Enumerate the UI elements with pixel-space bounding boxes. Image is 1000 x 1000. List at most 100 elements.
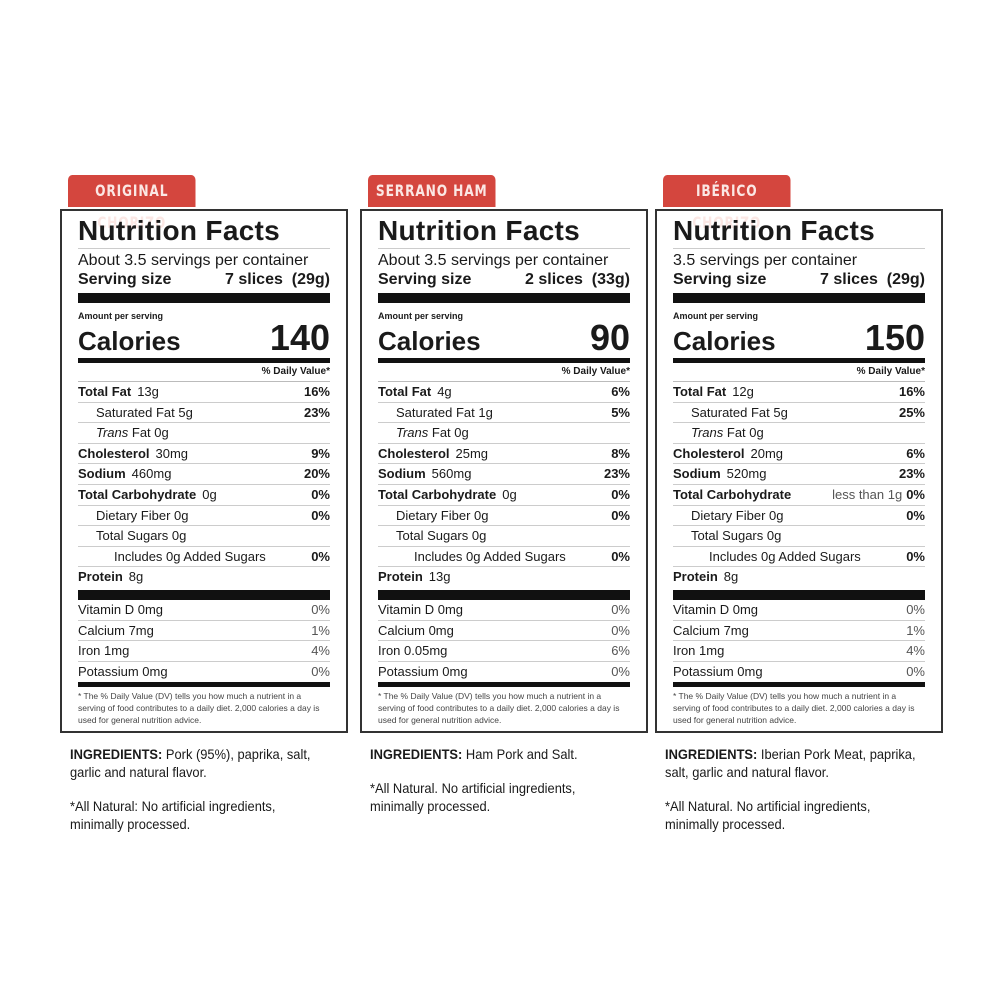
product-tab: IBÉRICO CHORIZO	[663, 175, 791, 232]
nutrient-daily-value: 0%	[311, 548, 330, 564]
nutrient-daily-value: 23%	[303, 404, 330, 420]
vitamin-daily-value: 0%	[611, 663, 630, 679]
nutrient-daily-value: 16%	[303, 384, 330, 399]
vitamin-row: Potassium 0mg 0%	[378, 662, 630, 683]
vitamin-name: Iron 1mg	[78, 643, 130, 659]
nutrient-row: Dietary Fiber 0g 0%	[378, 506, 630, 527]
nutrient-row: Protein 8g	[673, 567, 925, 588]
nutrient-name: Total Sugars 0g	[78, 526, 186, 546]
nutrient-label: Sodium	[378, 466, 426, 482]
vitamin-name: Calcium 7mg	[78, 622, 154, 638]
vitamin-daily-value: 4%	[311, 643, 330, 659]
nutrition-facts-panel: Nutrition Facts 3.5 servings per containe…	[655, 209, 943, 733]
nutrient-name: Trans Fat 0g	[673, 423, 764, 443]
nutrient-row: Dietary Fiber 0g 0%	[78, 506, 330, 527]
nutrient-amount: 30mg	[155, 445, 189, 461]
calories-row: Calories 90	[378, 320, 630, 358]
ingredients-value: Ham Pork and Salt.	[465, 746, 578, 762]
serving-size-label: Serving size	[78, 271, 172, 288]
nutrient-label: Total Carbohydrate	[78, 486, 197, 502]
nutrient-name: Saturated Fat 5g	[78, 403, 193, 423]
ingredients-label: INGREDIENTS:	[70, 746, 163, 762]
nutrient-amount: 8g	[723, 569, 739, 585]
vitamin-row: Iron 1mg 4%	[673, 641, 925, 662]
vitamin-daily-value: 1%	[906, 622, 925, 638]
vitamin-name: Iron 1mg	[673, 643, 725, 659]
ingredients-text: INGREDIENTS: Ham Pork and Salt.	[370, 745, 628, 763]
nutrient-label: Total Carbohydrate	[673, 486, 792, 502]
vitamin-daily-value: 0%	[311, 663, 330, 679]
nutrient-name: Sodium 560mg	[378, 464, 471, 484]
nutrient-daily-value: 0%	[906, 548, 925, 564]
calories-row: Calories 150	[673, 320, 925, 358]
nutrient-label: Cholesterol	[673, 445, 745, 461]
thick-divider	[378, 293, 630, 303]
nutrition-facts-title: Nutrition Facts	[378, 215, 630, 249]
vitamin-daily-value: 0%	[906, 663, 925, 679]
nutrient-row: Saturated Fat 5g 23%	[78, 403, 330, 424]
nutrient-amount: 520mg	[726, 466, 767, 482]
footnote: * The % Daily Value (DV) tells you how m…	[673, 691, 915, 726]
amount-per-serving: Amount per serving	[673, 311, 759, 321]
nutrient-label: Protein	[378, 569, 423, 585]
nutrition-facts-panel: Nutrition Facts About 3.5 servings per co…	[60, 209, 348, 733]
nutrient-row: Total Fat 4g 6%	[378, 382, 630, 403]
vitamin-name: Potassium 0mg	[378, 663, 468, 679]
medium-divider	[78, 682, 330, 688]
nutrient-name: Total Fat 12g	[673, 382, 754, 402]
medium-divider	[673, 358, 925, 363]
panel-content: Nutrition Facts 3.5 servings per containe…	[673, 211, 925, 726]
nutrient-amount: 4g	[437, 384, 452, 399]
vitamin-name: Iron 0.05mg	[378, 643, 448, 659]
nutrient-row: Total Fat 12g 16%	[673, 382, 925, 403]
nutrient-label: Dietary Fiber 0g	[396, 507, 489, 523]
nutrient-daily-value: 20%	[303, 466, 330, 482]
vitamin-daily-value: 4%	[906, 643, 925, 659]
footnote: * The % Daily Value (DV) tells you how m…	[78, 691, 320, 726]
vitamin-daily-value: 0%	[611, 622, 630, 638]
thick-divider	[78, 293, 330, 303]
nutrient-row: Dietary Fiber 0g 0%	[673, 506, 925, 527]
calories-row: Calories 140	[78, 320, 330, 358]
nutrient-row: Sodium 560mg 23%	[378, 464, 630, 485]
nutrient-label: Sodium	[78, 466, 126, 482]
nutrient-name: Trans Fat 0g	[378, 423, 469, 443]
nutrient-row: Total Carbohydrate less than 1g 0%	[673, 485, 925, 506]
vitamin-daily-value: 0%	[311, 601, 330, 617]
nutrient-amount: 12g	[732, 384, 754, 399]
nutrition-facts-title: Nutrition Facts	[78, 215, 330, 249]
nutrient-daily-value: 0%	[906, 486, 925, 502]
nutrient-daily-value: 9%	[311, 445, 330, 461]
nutrient-daily-value: 6%	[611, 384, 630, 399]
nutrient-row: Includes 0g Added Sugars 0%	[78, 547, 330, 568]
medium-divider	[673, 682, 925, 688]
vitamin-name: Calcium 7mg	[673, 622, 749, 638]
amount-per-serving: Amount per serving	[378, 311, 464, 321]
vitamin-row: Calcium 7mg 1%	[673, 621, 925, 642]
nutrient-row: Includes 0g Added Sugars 0%	[378, 547, 630, 568]
daily-value-header: % Daily Value*	[378, 363, 630, 382]
all-natural-note: *All Natural. No artificial ingredients,…	[370, 780, 576, 814]
nutrient-name: Dietary Fiber 0g	[78, 506, 188, 526]
nutrient-label: Includes 0g Added Sugars	[709, 548, 861, 564]
ingredients-block: INGREDIENTS: Ham Pork and Salt. *All Natu…	[370, 745, 628, 831]
nutrient-label: Cholesterol	[78, 445, 150, 461]
nutrient-amount: 0g	[202, 486, 217, 502]
vitamin-row: Potassium 0mg 0%	[78, 662, 330, 683]
nutrient-row: Total Sugars 0g	[673, 526, 925, 547]
nutrient-daily-value: 0%	[611, 486, 630, 502]
trans-italic: Trans	[96, 425, 129, 441]
daily-value-header: % Daily Value*	[78, 363, 330, 382]
nutrient-name: Trans Fat 0g	[78, 423, 169, 443]
nutrient-row: Total Carbohydrate 0g 0%	[378, 485, 630, 506]
nutrient-name: Total Fat 13g	[78, 382, 159, 402]
nutrient-label: Total Sugars 0g	[396, 528, 487, 544]
nutrient-name: Dietary Fiber 0g	[378, 506, 488, 526]
nutrient-daily-value: 0%	[311, 507, 330, 523]
nutrient-label: Includes 0g Added Sugars	[414, 548, 566, 564]
calories-label: Calories	[78, 326, 181, 356]
vitamin-name: Calcium 0mg	[378, 622, 454, 638]
nutrient-name: Sodium 520mg	[673, 464, 766, 484]
nutrient-name: Total Fat 4g	[378, 382, 452, 402]
vitamin-row: Vitamin D 0mg 0%	[78, 600, 330, 621]
